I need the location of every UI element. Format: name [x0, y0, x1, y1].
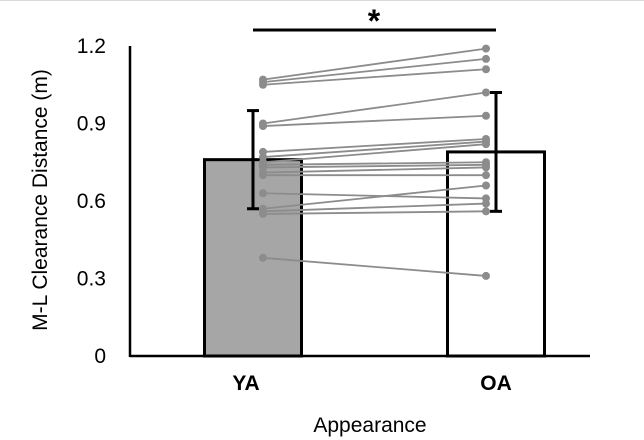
- point-oa: [482, 181, 490, 190]
- y-axis-title: M-L Clearance Distance (m): [29, 69, 52, 331]
- paired-line: [262, 68, 487, 86]
- paired-line: [262, 210, 487, 215]
- labels-layer: 0 0.3 0.6 0.9 1.2 YA OA Appearance M-L Clearance…: [29, 3, 512, 437]
- paired-line: [262, 91, 487, 125]
- point-oa: [482, 44, 490, 53]
- y-tick-label: 1.2: [77, 35, 106, 58]
- x-category-label: OA: [480, 372, 512, 395]
- x-axis-title: Appearance: [313, 414, 426, 437]
- paired-line: [262, 47, 487, 81]
- point-oa: [482, 54, 490, 63]
- point-oa: [482, 163, 490, 172]
- paired-line: [262, 192, 487, 200]
- point-oa: [482, 88, 490, 97]
- point-ya: [259, 253, 267, 262]
- paired-line: [262, 140, 487, 158]
- axes-layer: [128, 28, 590, 358]
- point-ya: [259, 171, 267, 180]
- point-oa: [482, 207, 490, 216]
- paired-line: [262, 138, 487, 153]
- top-border-line: [0, 0, 644, 1]
- paired-line: [262, 256, 487, 277]
- point-ya: [259, 80, 267, 89]
- y-tick-label: 0: [94, 345, 106, 368]
- point-ya: [259, 209, 267, 218]
- paired-line: [262, 143, 487, 164]
- point-oa: [482, 111, 490, 120]
- paired-line: [262, 184, 487, 210]
- point-oa: [482, 199, 490, 208]
- error-bars-layer: [247, 91, 502, 213]
- point-oa: [482, 271, 490, 280]
- point-ya: [259, 122, 267, 131]
- significance-marker: *: [368, 3, 381, 39]
- y-tick-label: 0.6: [77, 190, 106, 213]
- point-oa: [482, 65, 490, 74]
- point-ya: [259, 189, 267, 198]
- y-tick-label: 0.3: [77, 268, 106, 291]
- paired-line: [262, 163, 487, 169]
- point-oa: [482, 140, 490, 149]
- point-oa: [482, 171, 490, 180]
- paired-line: [262, 202, 487, 213]
- bars-layer: [203, 150, 546, 358]
- y-tick-label: 0.9: [77, 113, 106, 136]
- paired-line: [262, 166, 487, 174]
- paired-line: [262, 161, 487, 166]
- paired-line: [262, 58, 487, 84]
- x-category-label: YA: [232, 372, 259, 395]
- paired-lines-layer: [259, 44, 490, 280]
- paired-line: [262, 114, 487, 127]
